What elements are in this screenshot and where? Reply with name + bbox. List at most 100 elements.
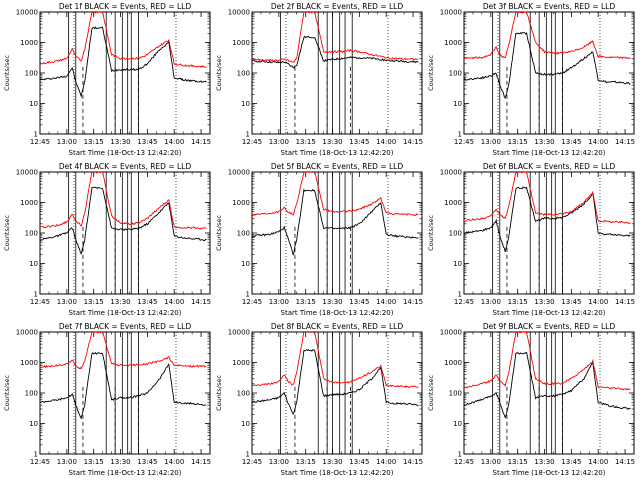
x-tick-label: 13:15 <box>508 458 528 466</box>
events-series-line <box>40 26 207 99</box>
x-tick-label: 13:30 <box>110 458 130 466</box>
x-tick-label: 13:00 <box>269 138 289 146</box>
chart-panel-9: Det 9f BLACK = Events, RED = LLD Counts/s… <box>427 322 635 477</box>
y-axis-label: Counts/sec <box>3 215 11 251</box>
chart-panel-3: Det 3f BLACK = Events, RED = LLD Counts/s… <box>427 2 635 157</box>
x-tick-label: 14:00 <box>588 458 608 466</box>
x-tick-label: 13:30 <box>322 138 342 146</box>
y-tick-label: 100 <box>449 390 462 398</box>
x-tick-label: 13:15 <box>84 298 104 306</box>
x-tick-label: 12:45 <box>242 458 262 466</box>
y-tick-label: 10 <box>241 100 250 108</box>
x-tick-label: 13:15 <box>508 138 528 146</box>
x-tick-label: 12:45 <box>30 138 50 146</box>
y-tick-label: 1 <box>34 451 38 459</box>
x-tick-label: 14:15 <box>403 458 423 466</box>
y-tick-label: 10000 <box>440 9 462 17</box>
y-tick-label: 1000 <box>232 359 250 367</box>
x-tick-label: 13:30 <box>534 458 554 466</box>
y-tick-label: 10 <box>453 260 462 268</box>
chart-title: Det 6f BLACK = Events, RED = LLD <box>483 162 616 171</box>
x-tick-label: 14:00 <box>376 458 396 466</box>
y-tick-label: 100 <box>449 230 462 238</box>
y-tick-label: 1000 <box>20 199 38 207</box>
x-tick-label: 14:00 <box>376 298 396 306</box>
chart-title: Det 9f BLACK = Events, RED = LLD <box>483 322 616 331</box>
chart-panel-1: Det 1f BLACK = Events, RED = LLD Counts/s… <box>3 2 211 157</box>
x-tick-label: 14:15 <box>191 298 211 306</box>
y-axis-label: Counts/sec <box>215 375 223 411</box>
chart-panel-4: Det 4f BLACK = Events, RED = LLD Counts/s… <box>3 162 211 317</box>
y-tick-label: 1 <box>458 291 462 299</box>
x-tick-label: 13:15 <box>84 458 104 466</box>
x-tick-label: 12:45 <box>242 298 262 306</box>
x-tick-label: 12:45 <box>454 298 474 306</box>
y-axis-label: Counts/sec <box>215 55 223 91</box>
y-tick-label: 10000 <box>440 329 462 337</box>
x-tick-label: 12:45 <box>30 298 50 306</box>
y-axis-label: Counts/sec <box>215 215 223 251</box>
x-tick-label: 14:15 <box>403 138 423 146</box>
lld-series-line <box>40 12 207 69</box>
chart-title: Det 3f BLACK = Events, RED = LLD <box>483 2 616 11</box>
x-tick-label: 13:00 <box>57 298 77 306</box>
x-tick-label: 13:30 <box>322 458 342 466</box>
x-tick-label: 13:45 <box>349 458 369 466</box>
y-tick-label: 1 <box>34 131 38 139</box>
chart-panel-2: Det 2f BLACK = Events, RED = LLD Counts/s… <box>215 2 423 157</box>
chart-panel-8: Det 8f BLACK = Events, RED = LLD Counts/s… <box>215 322 423 477</box>
y-axis-label: Counts/sec <box>427 375 435 411</box>
chart-panel-6: Det 6f BLACK = Events, RED = LLD Counts/s… <box>427 162 635 317</box>
y-tick-label: 100 <box>25 70 38 78</box>
lld-series-line <box>464 172 631 224</box>
x-tick-label: 14:15 <box>615 458 635 466</box>
y-tick-label: 10 <box>29 100 38 108</box>
events-series-line <box>464 31 631 99</box>
y-tick-label: 100 <box>237 230 250 238</box>
x-axis-label: Start Time (18-Oct-13 12:42:20) <box>493 469 606 477</box>
y-tick-label: 1000 <box>232 199 250 207</box>
plot-frame <box>39 331 211 455</box>
chart-title: Det 2f BLACK = Events, RED = LLD <box>271 2 404 11</box>
chart-panel-7: Det 7f BLACK = Events, RED = LLD Counts/s… <box>3 322 211 477</box>
x-tick-label: 14:00 <box>588 138 608 146</box>
y-tick-label: 10 <box>453 100 462 108</box>
x-tick-label: 13:00 <box>269 458 289 466</box>
y-tick-label: 10000 <box>228 169 250 177</box>
x-axis-label: Start Time (18-Oct-13 12:42:20) <box>69 309 182 317</box>
events-series-line <box>40 351 207 420</box>
x-tick-label: 13:30 <box>322 298 342 306</box>
x-tick-label: 13:00 <box>269 298 289 306</box>
x-tick-label: 12:45 <box>454 138 474 146</box>
chart-title: Det 4f BLACK = Events, RED = LLD <box>59 162 192 171</box>
y-tick-label: 10 <box>453 420 462 428</box>
y-tick-label: 10000 <box>16 329 38 337</box>
y-tick-label: 1 <box>246 131 250 139</box>
x-tick-label: 14:00 <box>164 298 184 306</box>
y-tick-label: 1 <box>458 131 462 139</box>
y-tick-label: 100 <box>449 70 462 78</box>
x-tick-label: 13:15 <box>508 298 528 306</box>
chart-title: Det 7f BLACK = Events, RED = LLD <box>59 322 192 331</box>
x-tick-label: 13:00 <box>481 298 501 306</box>
plot-frame <box>39 11 211 135</box>
x-tick-label: 13:45 <box>561 138 581 146</box>
plot-frame <box>251 11 423 135</box>
y-tick-label: 10000 <box>16 169 38 177</box>
x-tick-label: 13:45 <box>137 458 157 466</box>
x-tick-label: 13:30 <box>534 298 554 306</box>
x-tick-label: 12:45 <box>30 458 50 466</box>
x-tick-label: 12:45 <box>454 458 474 466</box>
y-tick-label: 100 <box>25 230 38 238</box>
lld-series-line <box>252 12 419 63</box>
y-axis-label: Counts/sec <box>427 55 435 91</box>
x-axis-label: Start Time (18-Oct-13 12:42:20) <box>69 149 182 157</box>
x-tick-label: 14:15 <box>403 298 423 306</box>
x-tick-label: 14:15 <box>615 298 635 306</box>
events-series-line <box>464 351 631 419</box>
y-axis-label: Counts/sec <box>3 55 11 91</box>
x-axis-label: Start Time (18-Oct-13 12:42:20) <box>281 149 394 157</box>
x-tick-label: 14:15 <box>191 458 211 466</box>
y-tick-label: 1000 <box>232 39 250 47</box>
y-tick-label: 10000 <box>440 169 462 177</box>
